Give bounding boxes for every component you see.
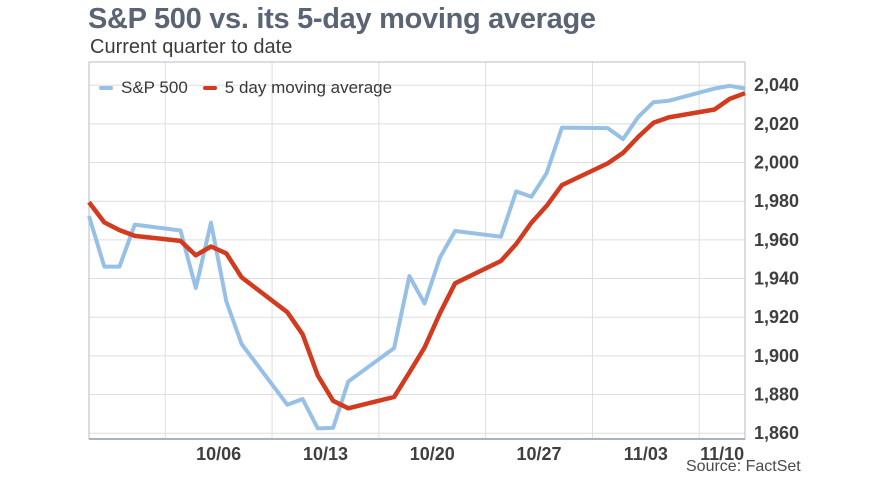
legend-label-sp500: S&P 500: [121, 78, 188, 97]
source-attribution: Source: FactSet: [686, 458, 801, 475]
y-tick-label: 2,040: [754, 75, 799, 95]
chart-legend: S&P 500 5 day moving average: [99, 78, 392, 98]
x-tick-label: 10/20: [410, 444, 455, 464]
chart-subtitle: Current quarter to date: [90, 36, 293, 58]
x-tick-label: 11/10: [700, 444, 744, 464]
y-tick-label: 1,920: [754, 307, 799, 327]
y-tick-label: 1,900: [754, 346, 799, 366]
y-tick-label: 1,860: [754, 423, 799, 443]
sp500-line-swatch: [99, 86, 113, 90]
chart-title: S&P 500 vs. its 5-day moving average: [88, 3, 596, 35]
moving-average-line: [87, 91, 746, 411]
y-tick-label: 1,940: [754, 269, 799, 289]
legend-label-ma: 5 day moving average: [224, 78, 393, 97]
ma-line-swatch: [202, 86, 217, 90]
x-tick-label: 10/27: [517, 444, 562, 464]
sp500-line: [87, 83, 746, 431]
y-tick-label: 1,880: [754, 385, 799, 405]
y-tick-label: 2,000: [754, 153, 799, 173]
y-tick-label: 1,980: [754, 191, 799, 211]
x-tick-label: 10/06: [196, 444, 241, 464]
y-tick-label: 2,020: [754, 114, 799, 134]
x-tick-label: 11/03: [624, 444, 668, 464]
y-tick-label: 1,960: [754, 230, 799, 250]
legend-item-sp500: S&P 500: [99, 78, 188, 98]
x-tick-label: 10/13: [303, 444, 348, 464]
legend-item-ma: 5 day moving average: [202, 78, 393, 98]
